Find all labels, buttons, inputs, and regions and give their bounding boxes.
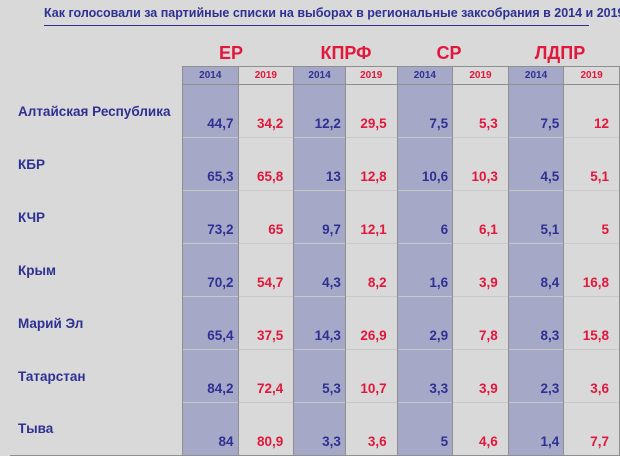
value-ldpr-2014: 7,5 [507,84,565,138]
value-kprf-2014: 9,7 [293,190,346,244]
value-sr-2014: 1,6 [396,243,454,297]
value-ldpr-2019: 3,6 [563,349,620,403]
value-ldpr-2019: 5,1 [563,137,620,191]
value-er-2014: 84,2 [181,349,239,403]
value-ldpr-2019: 5 [563,190,620,244]
value-er-2019: 72,4 [237,349,295,403]
value-ldpr-2014: 2,3 [507,349,565,403]
value-sr-2019: 3,9 [452,349,509,403]
value-ldpr-2019: 16,8 [563,243,620,297]
value-kprf-2019: 26,9 [344,296,398,350]
value-sr-2019: 7,8 [452,296,509,350]
value-er-2014: 65,3 [181,137,239,191]
value-sr-2014: 6 [396,190,454,244]
region-label: Тыва [10,402,183,456]
table-row: КБР 65,3 65,8 13 12,8 10,6 10,3 4,5 5,1 [10,137,620,191]
region-label: Алтайская Республика [18,103,171,119]
value-sr-2019: 10,3 [452,137,509,191]
value-er-2014: 84 [181,402,239,456]
chart-title: Как голосовали за партийные списки на вы… [44,6,620,20]
table-row: Крым 70,2 54,7 4,3 8,2 1,6 3,9 8,4 16,8 [10,243,620,297]
table-row: КЧР 73,2 65 9,7 12,1 6 6,1 5,1 5 [10,190,620,244]
value-ldpr-2014: 4,5 [507,137,565,191]
table-row: Татарстан 84,2 72,4 5,3 10,7 3,3 3,9 2,3 3,6 [10,349,620,403]
region-label: Марий Эл [18,315,84,331]
value-kprf-2014: 12,2 [293,84,346,138]
value-er-2019: 65,8 [237,137,295,191]
value-er-2019: 80,9 [237,402,295,456]
value-er-2019: 34,2 [237,84,295,138]
value-sr-2014: 10,6 [396,137,454,191]
year-header-er-2014: 2014 [181,66,239,85]
year-header-sr-2014: 2014 [396,66,454,85]
value-ldpr-2014: 8,3 [507,296,565,350]
region-label: КЧР [18,209,46,225]
table-row: Тыва 84 80,9 3,3 3,6 5 4,6 1,4 7,7 [10,402,620,456]
value-kprf-2019: 12,1 [344,190,398,244]
value-sr-2019: 5,3 [452,84,509,138]
value-kprf-2014: 14,3 [293,296,346,350]
value-kprf-2019: 8,2 [344,243,398,297]
value-er-2019: 65 [237,190,295,244]
value-sr-2019: 6,1 [452,190,509,244]
year-header-sr-2019: 2019 [452,66,509,85]
value-ldpr-2014: 5,1 [507,190,565,244]
value-er-2014: 44,7 [181,84,239,138]
year-header-kprf-2019: 2019 [344,66,398,85]
year-header-er-2019: 2019 [237,66,295,85]
party-header-sr: СР [436,43,462,63]
title-underline [44,25,589,26]
value-kprf-2014: 13 [293,137,346,191]
table-row: Алтайская Республика 44,7 34,2 12,2 29,5 7,5 5… [10,84,620,138]
region-label: Крым [18,262,57,278]
value-sr-2019: 4,6 [452,402,509,456]
value-ldpr-2014: 8,4 [507,243,565,297]
value-er-2014: 65,4 [181,296,239,350]
header-corner [10,67,182,85]
results-table: 2014 2019 2014 2019 2014 2019 2014 2019 … [10,66,620,456]
region-label: КБР [18,156,45,172]
value-sr-2019: 3,9 [452,243,509,297]
year-header-row: 2014 2019 2014 2019 2014 2019 2014 2019 [10,66,620,85]
value-sr-2014: 3,3 [396,349,454,403]
value-sr-2014: 7,5 [396,84,454,138]
year-header-ldpr-2019: 2019 [563,66,620,85]
value-kprf-2019: 3,6 [344,402,398,456]
value-er-2014: 73,2 [181,190,239,244]
value-kprf-2019: 10,7 [344,349,398,403]
table-row: Марий Эл 65,4 37,5 14,3 26,9 2,9 7,8 8,3 15,8 [10,296,620,350]
value-ldpr-2019: 12 [563,84,620,138]
value-er-2014: 70,2 [181,243,239,297]
value-ldpr-2019: 15,8 [563,296,620,350]
year-header-kprf-2014: 2014 [293,66,346,85]
value-ldpr-2019: 7,7 [563,402,620,456]
value-sr-2014: 2,9 [396,296,454,350]
party-header-ldpr: ЛДПР [534,43,586,63]
year-header-ldpr-2014: 2014 [507,66,565,85]
value-er-2019: 54,7 [237,243,295,297]
value-kprf-2014: 3,3 [293,402,346,456]
value-kprf-2014: 4,3 [293,243,346,297]
value-kprf-2019: 12,8 [344,137,398,191]
party-header-er: ЕР [218,43,243,63]
region-label: Татарстан [18,368,86,384]
value-er-2019: 37,5 [237,296,295,350]
value-ldpr-2014: 1,4 [507,402,565,456]
party-header-kprf: КПРФ [320,43,372,63]
value-kprf-2019: 29,5 [344,84,398,138]
value-kprf-2014: 5,3 [293,349,346,403]
value-sr-2014: 5 [396,402,454,456]
